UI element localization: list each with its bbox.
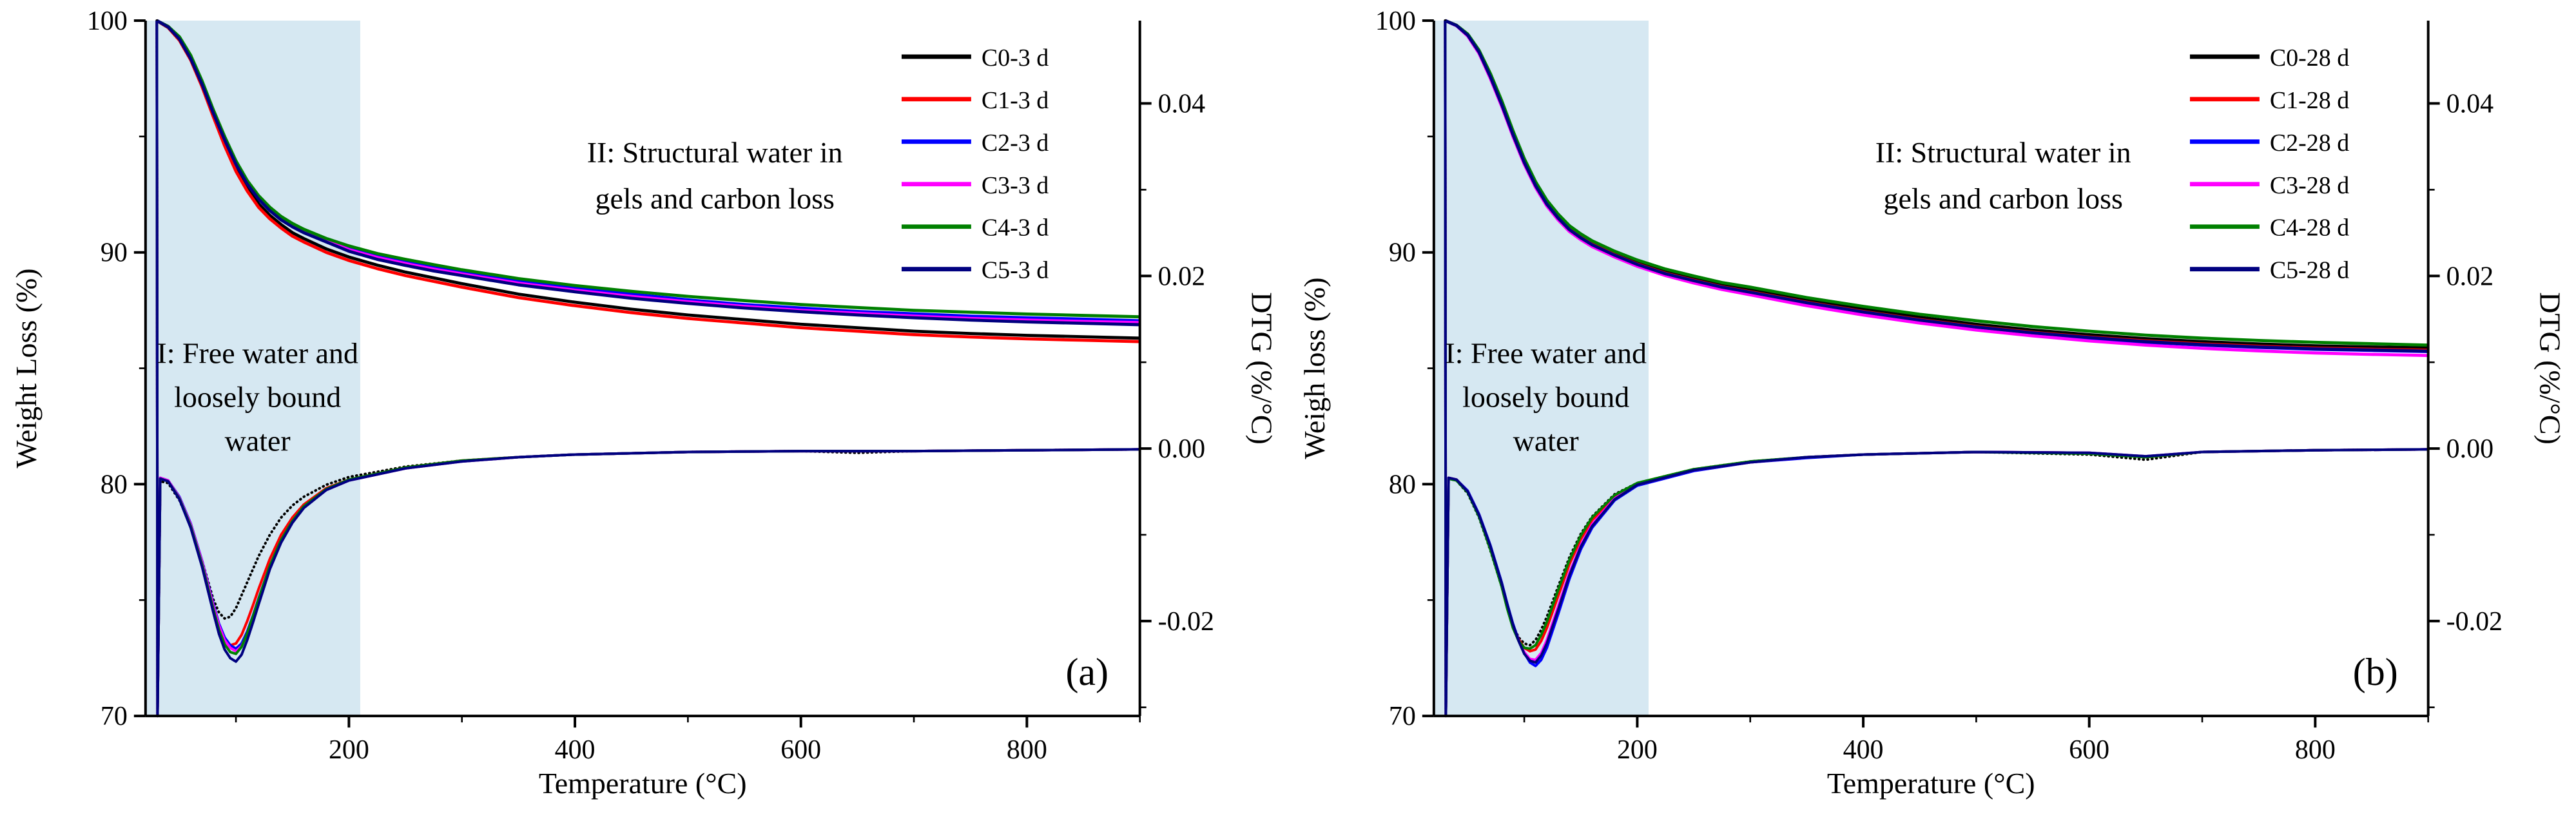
y-right-tick-label: 0.00 [1158,434,1205,464]
panel-letter: (a) [1065,651,1109,693]
legend-label-c3-28-d: C3-28 d [2269,172,2348,199]
y-right-tick-label: 0.00 [2446,434,2493,464]
region1-label-line: loosely bound [174,381,341,414]
x-tick-label: 800 [1007,735,1047,765]
region1-label-line: water [225,424,291,457]
legend-label-c5-28-d: C5-28 d [2269,257,2348,284]
legend: C0-28 d C1-28 d C2-28 d C3-28 d C4-28 d C5-28… [2189,44,2349,284]
legend-label-c0-3-d: C0-3 d [982,44,1049,72]
y-right-tick-label: 0.02 [2446,262,2493,291]
legend-label-c1-3-d: C1-3 d [982,87,1049,114]
tg-series-c5-28-d [1444,19,2428,353]
y-left-tick-label: 100 [87,6,128,36]
y-left-tick-label: 90 [101,238,128,268]
region1-label-line: I: Free water and [1445,337,1647,370]
y-axis-title-right: DTG (%/°C) [1246,292,1279,445]
axes: 200 400 600 800 70 80 90 100 -0.02 0.00 0.02 0.04 [87,6,1214,765]
y-left-tick-label: 70 [101,702,128,731]
region1-label-line: loosely bound [1462,381,1629,414]
region1-shade [1433,20,1649,717]
region1-shade [145,20,360,717]
y-left-tick-label: 90 [1388,238,1415,268]
region1-label-line: I: Free water and [157,337,358,370]
axes: 200 400 600 800 70 80 90 100 -0.02 0.00 0.02 0.04 [1375,6,2502,765]
region2-label-line: gels and carbon loss [1883,182,2122,215]
x-tick-label: 200 [329,735,369,765]
y-right-tick-label: 0.04 [1158,90,1205,119]
tg-series-c5-3-d [156,19,1140,327]
legend-label-c0-28-d: C0-28 d [2269,44,2348,72]
panel-a: 200 400 600 800 70 80 90 100 -0.02 0.00 0.02 0.04 Te… [10,6,1279,800]
legend-label-c2-28-d: C2-28 d [2269,130,2348,157]
legend-label-c3-3-d: C3-3 d [982,172,1049,199]
x-tick-label: 400 [555,735,596,765]
panel-letter: (b) [2352,651,2397,693]
region2-label-line: gels and carbon loss [595,182,834,215]
y-left-tick-label: 70 [1388,702,1415,731]
region2-label-line: II: Structural water in [587,136,843,169]
y-axis-title-right: DTG (%/°C) [2533,292,2566,445]
x-axis-title: Temperature (°C) [539,767,747,800]
y-right-tick-label: 0.04 [2446,90,2493,119]
y-left-tick-label: 100 [1375,6,1415,36]
dtg-series-c5-3-d [155,20,1140,718]
y-axis-title-left: Weigh loss (%) [1297,277,1330,459]
region2-label-line: II: Structural water in [1875,136,2131,169]
y-left-tick-label: 80 [1388,470,1415,499]
legend: C0-3 d C1-3 d C2-3 d C3-3 d C4-3 d C5-3 d [901,44,1049,284]
x-tick-label: 600 [780,735,821,765]
x-tick-label: 400 [1843,735,1883,765]
legend-label-c1-28-d: C1-28 d [2269,87,2348,114]
x-tick-label: 800 [2294,735,2335,765]
region1-label-line: water [1513,424,1578,457]
legend-label-c4-3-d: C4-3 d [982,215,1049,242]
y-axis-title-left: Weight Loss (%) [10,268,43,468]
y-left-tick-label: 80 [101,470,128,499]
y-right-tick-label: 0.02 [1158,262,1205,291]
y-right-tick-label: -0.02 [1158,607,1214,637]
panel-b: 200 400 600 800 70 80 90 100 -0.02 0.00 0.02 0.04 Te… [1288,0,2576,837]
chart-b-svg: 200 400 600 800 70 80 90 100 -0.02 0.00 0.02 0.04 Te… [1297,6,2566,800]
legend-label-c4-28-d: C4-28 d [2269,215,2348,242]
legend-label-c5-3-d: C5-3 d [982,257,1049,284]
chart-a-svg: 200 400 600 800 70 80 90 100 -0.02 0.00 0.02 0.04 Te… [10,6,1279,800]
dtg-series-c5-28-d [1443,20,2428,718]
x-axis-title: Temperature (°C) [1826,767,2035,800]
legend-label-c2-3-d: C2-3 d [982,130,1049,157]
x-tick-label: 200 [1616,735,1657,765]
x-tick-label: 600 [2069,735,2109,765]
y-right-tick-label: -0.02 [2446,607,2502,637]
